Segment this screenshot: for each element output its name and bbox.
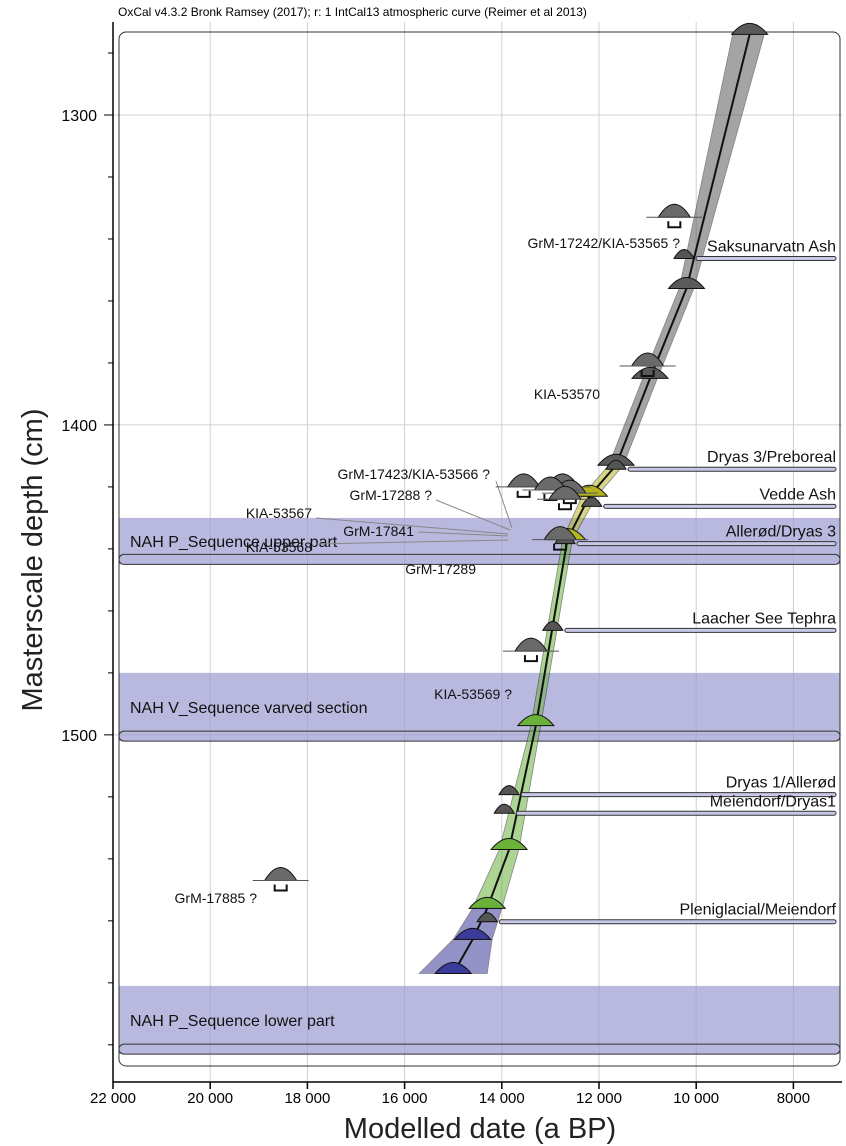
envelope-node-distribution <box>453 927 492 940</box>
boundary-label: Pleniglacial/Meiendorf <box>679 902 836 919</box>
sample-label: GrM-17289 <box>405 561 476 577</box>
envelope-median <box>534 539 569 726</box>
sample-label: GrM-17885 ? <box>175 890 258 906</box>
sample-label: KIA-53567 <box>246 505 312 521</box>
envelope-median <box>508 725 537 850</box>
sample-range-bracket <box>273 884 288 892</box>
envelope-node-distribution <box>490 838 529 851</box>
boundary-bar <box>695 255 837 261</box>
x-tick-label: 12 000 <box>576 1090 622 1107</box>
sample-leader-line <box>495 480 513 529</box>
x-axis-label: Modelled date (a BP) <box>344 1113 616 1145</box>
boundary-bar <box>603 503 837 509</box>
y-tick-label: 1300 <box>61 108 97 125</box>
boundary-label: Dryas 1/Allerød <box>726 775 836 792</box>
sample-range-bracket <box>557 503 572 511</box>
envelope-node-distribution <box>667 277 706 290</box>
x-tick-label: 8000 <box>777 1090 810 1107</box>
x-tick-label: 10 000 <box>673 1090 719 1107</box>
sample-label: GrM-17242/KIA-53565 ? <box>527 235 680 251</box>
boundary-label: Allerød/Dryas 3 <box>726 524 836 541</box>
boundary-distribution <box>498 785 520 796</box>
sample-label: KIA-53569 ? <box>434 686 512 702</box>
sample-distribution <box>657 203 692 218</box>
dated-samples: GrM-17242/KIA-53565 ? KIA-53570 GrM-17423/… <box>175 203 703 906</box>
sample-distribution <box>506 473 541 488</box>
envelope-node-distribution <box>730 22 769 35</box>
sample-leader-line <box>435 499 511 531</box>
model-outer-box <box>118 31 841 1067</box>
sequence-label: NAH P_Sequence upper part <box>130 534 338 551</box>
sample-distribution <box>514 637 548 652</box>
boundary-distribution <box>476 912 499 923</box>
boundary-label: Meiendorf/Dryas1 <box>710 793 836 810</box>
age-depth-model-envelope <box>418 22 769 975</box>
boundary-distribution <box>541 620 564 631</box>
boundary-bar <box>520 792 837 798</box>
x-tick-label: 22 000 <box>90 1090 136 1107</box>
boundary-label: Laacher See Tephra <box>692 610 836 627</box>
sequence-band <box>119 672 840 742</box>
sample-range-bracket <box>562 497 577 505</box>
boundary-distribution <box>493 803 516 814</box>
envelope-node-distribution <box>516 714 555 727</box>
envelope-median <box>685 34 751 289</box>
envelope-node-distribution <box>468 896 507 909</box>
boundary-label: Dryas 3/Preboreal <box>707 449 836 466</box>
y-tick-label: 1400 <box>61 418 97 435</box>
envelope-node-distribution <box>596 453 636 466</box>
sample-distribution <box>263 867 298 882</box>
x-tick-label: 14 000 <box>479 1090 525 1107</box>
boundary-label: Saksunarvatn Ash <box>707 238 836 255</box>
sequence-label: NAH P_Sequence lower part <box>130 1013 335 1030</box>
sample-label: KIA-53570 <box>534 386 600 402</box>
sequence-band <box>119 985 840 1055</box>
y-axis-label: Masterscale depth (cm) <box>17 409 49 712</box>
chart-attribution: OxCal v4.3.2 Bronk Ramsey (2017); r: 1 I… <box>118 5 587 19</box>
x-tick-label: 18 000 <box>284 1090 330 1107</box>
y-tick-label: 1500 <box>61 728 97 745</box>
sample-leader-line <box>417 531 509 537</box>
envelope-node-distribution <box>434 962 473 975</box>
boundary-bar <box>627 466 837 472</box>
axes: 22 000 20 000 18 000 16 000 14 000 12 000 10 0… <box>61 22 842 1107</box>
boundary-distribution <box>580 496 603 507</box>
sample-range-bracket <box>516 490 531 498</box>
sample-label: GrM-17841 <box>343 523 414 539</box>
boundary-bar <box>515 810 837 816</box>
sample-label: GrM-17288 ? <box>350 487 433 503</box>
sample-label: GrM-17423/KIA-53566 ? <box>337 466 490 482</box>
sample-range-bracket <box>640 370 655 378</box>
sample-range-bracket <box>523 655 538 663</box>
boundary-label: Vedde Ash <box>759 486 836 503</box>
boundary-distribution <box>673 248 695 259</box>
sample-range-bracket <box>667 221 682 229</box>
boundary-bar <box>498 919 837 925</box>
boundary-distribution <box>605 459 627 470</box>
boundary-bar <box>576 541 837 547</box>
x-tick-label: 20 000 <box>187 1090 233 1107</box>
x-tick-label: 16 000 <box>382 1090 428 1107</box>
sequence-label: NAH V_Sequence varved section <box>130 700 367 717</box>
sample-leader-line <box>315 517 509 535</box>
boundary-markers: Saksunarvatn Ash Dryas 3/Preboreal Vedde A… <box>476 238 837 925</box>
sample-label: KIA-53568 <box>246 539 312 555</box>
sample-leader-line <box>315 539 509 545</box>
envelope-median <box>615 378 651 466</box>
sample-range-bracket <box>553 543 568 551</box>
boundary-bar <box>564 627 837 633</box>
